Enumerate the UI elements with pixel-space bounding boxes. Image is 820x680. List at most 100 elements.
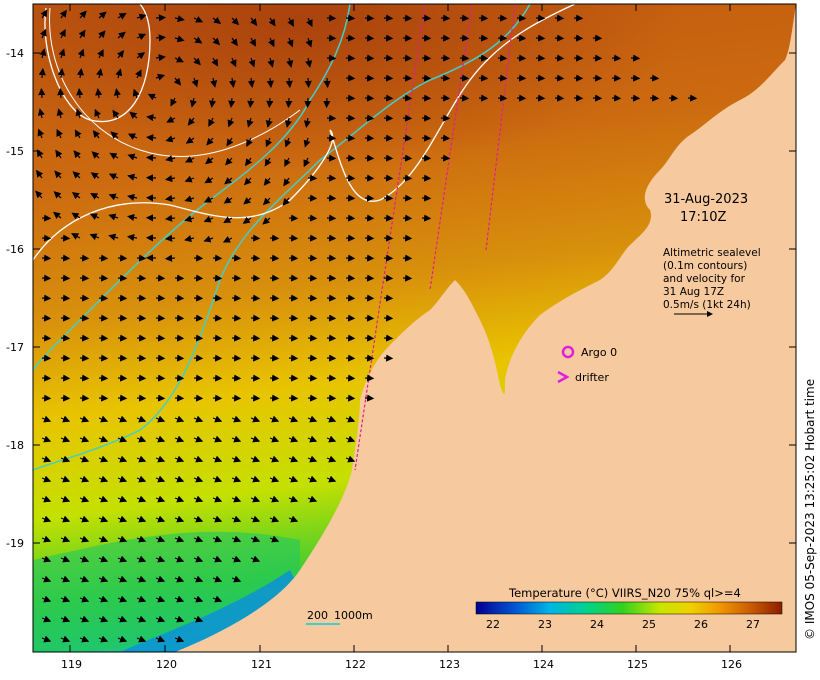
velocity-arrow bbox=[174, 475, 185, 483]
velocity-arrow bbox=[266, 77, 274, 89]
velocity-arrow bbox=[76, 87, 84, 99]
velocity-arrow bbox=[193, 535, 204, 543]
velocity-arrow bbox=[79, 495, 90, 503]
x-tick-label: 123 bbox=[439, 658, 460, 671]
velocity-arrow bbox=[193, 15, 204, 23]
drifter-marker-icon bbox=[557, 370, 570, 384]
velocity-arrow bbox=[60, 515, 71, 523]
velocity-arrow bbox=[136, 535, 147, 543]
velocity-arrow bbox=[326, 415, 337, 423]
satellite-track-3 bbox=[485, 3, 516, 251]
velocity-arrow bbox=[345, 435, 356, 443]
velocity-arrow bbox=[90, 172, 100, 180]
depth-1000-label: 1000m bbox=[334, 609, 373, 622]
velocity-arrow bbox=[60, 575, 71, 583]
velocity-arrow bbox=[228, 97, 236, 109]
velocity-arrow bbox=[60, 555, 71, 563]
velocity-arrow bbox=[193, 475, 204, 483]
note-line: 31 Aug 17Z bbox=[663, 286, 724, 298]
velocity-arrow bbox=[228, 77, 237, 88]
velocity-arrow bbox=[155, 54, 166, 62]
x-tick-label: 125 bbox=[627, 658, 648, 671]
velocity-arrow bbox=[117, 12, 127, 20]
velocity-arrow bbox=[269, 455, 280, 463]
velocity-arrow bbox=[75, 108, 83, 119]
velocity-arrow bbox=[136, 52, 146, 60]
velocity-arrow bbox=[117, 495, 128, 503]
velocity-arrow bbox=[250, 475, 261, 483]
velocity-arrow bbox=[117, 635, 128, 643]
velocity-arrow bbox=[60, 475, 71, 483]
velocity-arrow bbox=[184, 235, 195, 243]
velocity-arrow bbox=[250, 415, 261, 423]
velocity-arrow bbox=[98, 475, 109, 483]
velocity-arrow bbox=[127, 133, 138, 141]
velocity-arrow bbox=[231, 435, 242, 443]
credit-text: © IMOS 05-Sep-2023 13:25:02 Hobart time bbox=[803, 379, 817, 640]
velocity-arrow bbox=[108, 213, 119, 221]
velocity-arrow bbox=[307, 495, 318, 503]
velocity-arrow bbox=[110, 131, 119, 139]
velocity-arrow bbox=[136, 575, 147, 583]
velocity-arrow bbox=[284, 137, 292, 148]
velocity-arrow bbox=[244, 157, 253, 167]
velocity-arrow bbox=[40, 9, 48, 19]
velocity-arrow bbox=[285, 97, 293, 109]
velocity-arrow bbox=[269, 495, 280, 503]
velocity-arrow bbox=[307, 475, 318, 483]
velocity-arrow bbox=[269, 515, 280, 523]
velocity-arrow bbox=[79, 515, 90, 523]
velocity-arrow bbox=[285, 77, 293, 89]
velocity-arrow bbox=[90, 193, 100, 200]
velocity-arrow bbox=[246, 117, 254, 128]
y-tick-label: -14 bbox=[6, 47, 24, 60]
velocity-arrow bbox=[127, 193, 138, 201]
velocity-arrow bbox=[286, 37, 294, 48]
velocity-arrow bbox=[269, 475, 280, 483]
velocity-arrow bbox=[174, 455, 185, 463]
velocity-arrow bbox=[304, 77, 312, 89]
x-axis: 119 120 121 122 123 124 125 126 bbox=[61, 4, 742, 671]
y-tick-label: -17 bbox=[6, 341, 24, 354]
velocity-arrow bbox=[326, 435, 337, 443]
velocity-arrow bbox=[127, 153, 138, 161]
velocity-arrow bbox=[108, 193, 119, 201]
velocity-arrow bbox=[35, 190, 43, 199]
velocity-arrow bbox=[193, 595, 204, 603]
velocity-arrow bbox=[250, 495, 261, 503]
velocity-arrow bbox=[38, 87, 46, 99]
map-date: 31-Aug-2023 bbox=[664, 192, 748, 207]
velocity-arrows bbox=[35, 9, 698, 643]
velocity-arrow bbox=[146, 114, 157, 122]
velocity-arrow bbox=[326, 475, 337, 483]
velocity-arrow bbox=[212, 415, 223, 423]
velocity-arrow bbox=[223, 216, 233, 223]
colorbar-tick: 27 bbox=[746, 618, 760, 631]
velocity-arrow bbox=[266, 97, 274, 109]
velocity-arrow bbox=[174, 15, 185, 23]
velocity-arrow bbox=[117, 455, 128, 463]
velocity-arrow bbox=[108, 173, 119, 180]
velocity-arrow bbox=[263, 177, 271, 186]
velocity-arrow bbox=[60, 435, 71, 443]
velocity-arrow bbox=[231, 415, 242, 423]
velocity-arrow bbox=[76, 68, 84, 79]
velocity-arrow bbox=[59, 9, 67, 19]
velocity-arrow bbox=[71, 233, 81, 240]
velocity-arrow bbox=[305, 57, 313, 68]
velocity-arrow bbox=[184, 195, 195, 203]
velocity-arrow bbox=[229, 57, 237, 68]
velocity-arrow bbox=[184, 215, 195, 223]
note-line: and velocity for bbox=[663, 273, 746, 285]
velocity-arrow bbox=[79, 415, 90, 423]
velocity-arrow bbox=[250, 555, 261, 563]
velocity-arrow bbox=[117, 575, 128, 583]
isobath-line-2 bbox=[32, 3, 531, 471]
velocity-arrow bbox=[72, 171, 81, 179]
velocity-arrow bbox=[145, 154, 157, 162]
velocity-arrow bbox=[135, 69, 142, 79]
note-line: (0.1m contours) bbox=[663, 260, 747, 272]
x-tick-label: 126 bbox=[721, 658, 742, 671]
velocity-arrow bbox=[187, 117, 195, 126]
